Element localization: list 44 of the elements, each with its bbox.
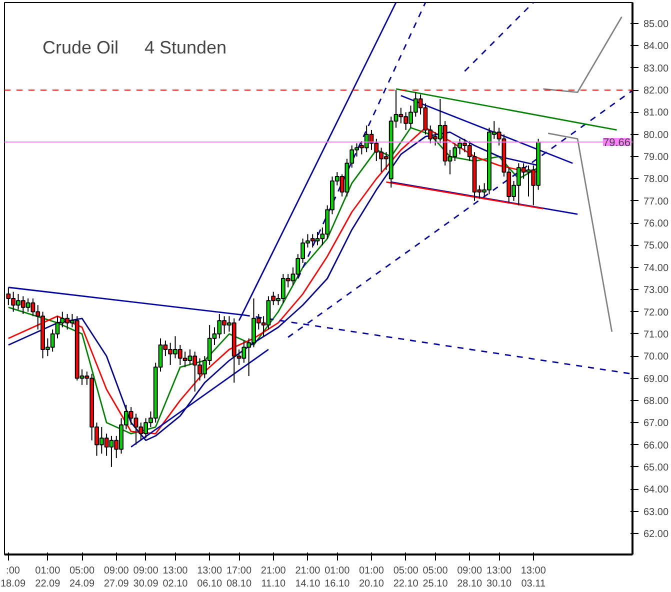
y-tick-label: 79.00 xyxy=(644,152,669,164)
y-tick-label: 82.00 xyxy=(644,86,669,97)
x-tick-label: 21:00 14.10 xyxy=(295,566,321,590)
y-tick-label: 68.00 xyxy=(644,396,669,407)
x-tick-label: 21:00 11.10 xyxy=(260,566,286,590)
x-tick-label: 01:00 16.10 xyxy=(324,566,350,590)
text: Crude Oil xyxy=(42,38,119,58)
y-tick-label: 84.00 xyxy=(644,41,669,52)
x-tick-label: 13:00 02.10 xyxy=(162,566,188,590)
x-tick-label: 13:00 06.10 xyxy=(197,566,223,590)
y-tick-label: 78.00 xyxy=(644,174,669,186)
x-tick-label: 09:00 28.10 xyxy=(457,566,483,590)
y-tick-label: 72.00 xyxy=(644,307,669,318)
x-tick-label: 05:00 25.10 xyxy=(422,566,448,590)
y-tick-label: 65.00 xyxy=(644,462,669,474)
x-tick-label: 05:00 24.09 xyxy=(70,566,95,590)
x-tick-label: :00 18.09 xyxy=(0,566,26,590)
y-tick-label: 66.00 xyxy=(644,440,669,452)
y-tick-label: 85.00 xyxy=(644,19,669,30)
x-tick-label: 09:00 30.09 xyxy=(133,566,159,590)
x-tick-label: 13:00 30.10 xyxy=(486,566,512,590)
ref-line-label: 79.66 xyxy=(602,136,631,149)
x-tick-label: 01:00 20.10 xyxy=(358,566,384,590)
y-tick-label: 83.00 xyxy=(644,63,669,74)
y-tick-label: 76.00 xyxy=(644,218,669,230)
y-tick-label: 81.00 xyxy=(644,108,669,119)
y-tick-label: 74.00 xyxy=(644,262,669,274)
y-tick-label: 64.00 xyxy=(644,484,669,496)
y-tick-label: 69.00 xyxy=(644,374,669,385)
y-tick-label: 80.00 xyxy=(644,130,669,141)
x-tick-label: 09:00 27.09 xyxy=(104,566,130,590)
y-tick-label: 70.00 xyxy=(644,352,669,363)
x-tick-label: 13:00 03.11 xyxy=(520,566,546,590)
y-tick-label: 63.00 xyxy=(644,506,669,518)
text: 4 Stunden xyxy=(144,38,227,58)
x-tick-label: 17:00 08.10 xyxy=(226,566,252,590)
y-tick-label: 73.00 xyxy=(644,285,669,296)
y-tick-label: 62.00 xyxy=(644,528,669,540)
x-tick-label: 05:00 22.10 xyxy=(393,566,419,590)
y-tick-label: 75.00 xyxy=(644,240,669,252)
x-tick-label: 01:00 22.09 xyxy=(35,566,61,590)
y-tick-label: 67.00 xyxy=(644,418,669,430)
y-tick-label: 77.00 xyxy=(644,196,669,208)
y-tick-label: 71.00 xyxy=(644,329,669,340)
